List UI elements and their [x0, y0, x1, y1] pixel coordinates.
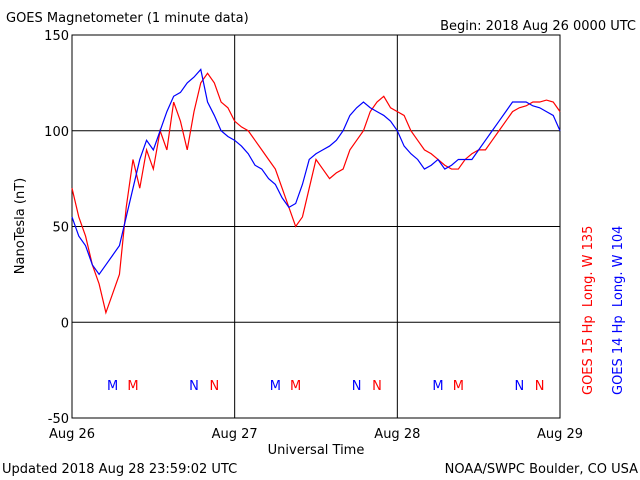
- series-line: [71, 68, 561, 276]
- marker-label: M: [290, 379, 301, 394]
- y-tick-label: 50: [52, 221, 69, 236]
- marker-label: N: [189, 379, 199, 394]
- marker-label: M: [107, 379, 118, 394]
- legend-entry: GOES 15 Hp Long. W 135: [581, 226, 596, 395]
- series-line: [71, 72, 561, 315]
- marker-label: N: [372, 379, 382, 394]
- y-axis-label: NanoTesla (nT): [13, 178, 28, 274]
- marker-label: M: [432, 379, 443, 394]
- marker-label: N: [535, 379, 545, 394]
- y-tick-label: 100: [44, 125, 69, 140]
- marker-label: M: [453, 379, 464, 394]
- marker-label: M: [127, 379, 138, 394]
- y-tick-label: -50: [48, 412, 69, 427]
- plot-frame: [71, 34, 561, 419]
- marker-label: M: [270, 379, 281, 394]
- chart-title: GOES Magnetometer (1 minute data): [6, 11, 249, 26]
- chart-subtitle: Begin: 2018 Aug 26 0000 UTC: [440, 19, 636, 34]
- marker-label: N: [352, 379, 362, 394]
- y-tick-label: 0: [61, 316, 69, 331]
- x-tick-label: Aug 29: [537, 427, 583, 442]
- y-tick-label: 150: [44, 29, 69, 44]
- footer-left: Updated 2018 Aug 28 23:59:02 UTC: [2, 462, 237, 477]
- legend-entry: GOES 14 Hp Long. W 104: [611, 226, 626, 395]
- footer-right: NOAA/SWPC Boulder, CO USA: [445, 462, 638, 477]
- marker-label: N: [514, 379, 524, 394]
- marker-label: N: [209, 379, 219, 394]
- x-axis-label: Universal Time: [268, 443, 365, 458]
- x-tick-label: Aug 28: [374, 427, 420, 442]
- x-tick-label: Aug 27: [212, 427, 258, 442]
- x-tick-label: Aug 26: [49, 427, 95, 442]
